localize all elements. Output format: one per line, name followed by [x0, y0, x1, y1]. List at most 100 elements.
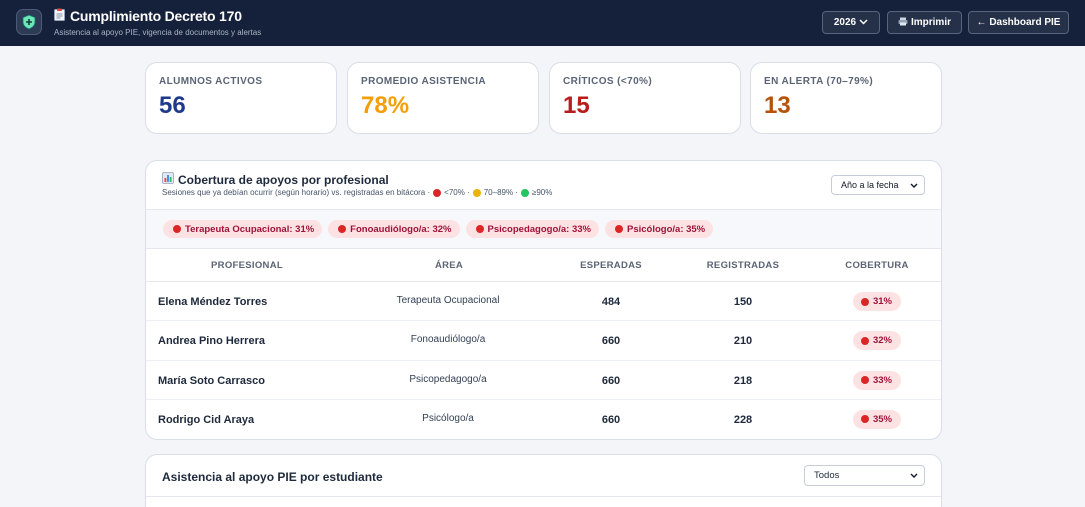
table-header: PROFESIONAL ÁREA ESPERADAS REGISTRADAS C… [146, 249, 941, 282]
kpi-label: PROMEDIO ASISTENCIA [361, 76, 487, 87]
red-dot-icon [173, 225, 181, 233]
coverage-subtitle-text: Sesiones que ya debían ocurrir (según ho… [162, 188, 431, 197]
kpi-card-active-students: ALUMNOS ACTIVOS 56 [145, 62, 337, 134]
kpi-value: 15 [563, 92, 590, 119]
area-chip: Terapeuta Ocupacional: 31% [163, 220, 323, 238]
coverage-value: 35% [872, 413, 893, 425]
red-dot-icon [860, 376, 869, 385]
divider [146, 496, 941, 497]
expected-sessions: 660 [601, 374, 621, 387]
coverage-subtitle: Sesiones que ya debían ocurrir (según ho… [162, 188, 552, 197]
kpi-value: 78% [361, 92, 410, 119]
registered-sessions: 210 [733, 335, 753, 348]
column-header-profesional: PROFESIONAL [211, 260, 283, 271]
coverage-title-text: Cobertura de apoyos por profesional [178, 172, 389, 187]
attendance-title: Asistencia al apoyo PIE por estudiante [162, 470, 383, 484]
expected-sessions: 660 [601, 335, 621, 348]
chevron-down-icon [910, 180, 918, 190]
professional-name: Elena Méndez Torres [158, 296, 268, 308]
professional-area: Psicólogo/a [422, 412, 474, 424]
column-header-esperadas: ESPERADAS [580, 260, 642, 271]
coverage-value: 33% [872, 374, 893, 386]
column-header-area: ÁREA [434, 260, 464, 271]
kpi-value: 13 [764, 92, 791, 119]
column-header-registradas: REGISTRADAS [706, 260, 780, 271]
kpi-card-alert: EN ALERTA (70–79%) 13 [750, 62, 942, 134]
table-row: Rodrigo Cid Araya Psicólogo/a 660 228 35… [146, 400, 941, 439]
table-row: María Soto Carrasco Psicopedagogo/a 660 … [146, 361, 941, 400]
attendance-card: Asistencia al apoyo PIE por estudiante T… [145, 454, 942, 507]
date-range-select[interactable]: Año a la fecha [831, 175, 925, 195]
kpi-card-critical: CRÍTICOS (<70%) 15 [549, 62, 741, 134]
red-dot-icon [338, 225, 347, 233]
page-subtitle: Asistencia al apoyo PIE, vigencia de doc… [54, 28, 262, 37]
professional-name: Andrea Pino Herrera [158, 335, 265, 348]
coverage-title: Cobertura de apoyos por profesional [162, 172, 389, 187]
professional-name: Rodrigo Cid Araya [158, 413, 255, 426]
date-range-value: Año a la fecha [841, 180, 899, 190]
page-title: Cumplimiento Decreto 170 [54, 8, 261, 24]
legend-yellow: 70–89% · [483, 188, 518, 197]
registered-sessions: 218 [733, 374, 753, 387]
chevron-down-icon [859, 17, 868, 28]
kpi-label: CRÍTICOS (<70%) [563, 76, 653, 87]
kpi-label: EN ALERTA (70–79%) [764, 76, 874, 87]
dashboard-pie-button[interactable]: ← Dashboard PIE [968, 11, 1069, 34]
red-dot-icon [475, 225, 484, 233]
year-select[interactable]: 2026 [822, 11, 880, 34]
top-bar: Cumplimiento Decreto 170 Asistencia al a… [0, 0, 1085, 46]
kpi-label: ALUMNOS ACTIVOS [159, 76, 263, 87]
table-row: Elena Méndez Torres Terapeuta Ocupaciona… [146, 282, 941, 322]
year-select-value: 2026 [833, 17, 857, 28]
coverage-badge: 33% [852, 370, 902, 390]
coverage-badge: 32% [852, 331, 902, 351]
registered-sessions: 150 [733, 296, 753, 308]
kpi-value: 56 [159, 92, 186, 119]
page-title-text: Cumplimiento Decreto 170 [70, 8, 242, 24]
area-chip: Psicopedagogo/a: 33% [465, 220, 599, 238]
coverage-badge: 31% [852, 292, 902, 311]
area-summary-chips: Terapeuta Ocupacional: 31% Fonoaudiólogo… [146, 210, 941, 249]
student-filter-select[interactable]: Todos [804, 465, 925, 486]
coverage-card: Cobertura de apoyos por profesional Sesi… [145, 160, 942, 440]
area-chip: Psicólogo/a: 35% [605, 220, 714, 238]
red-dot-icon [433, 188, 442, 197]
red-dot-icon [615, 225, 623, 233]
professional-area: Psicopedagogo/a [409, 373, 487, 385]
area-chip: Fonoaudiólogo/a: 32% [328, 220, 460, 238]
expected-sessions: 484 [601, 296, 621, 308]
professional-area: Fonoaudiólogo/a [410, 334, 486, 346]
expected-sessions: 660 [601, 413, 621, 426]
professional-area: Terapeuta Ocupacional [396, 295, 500, 306]
table-row: Andrea Pino Herrera Fonoaudiólogo/a 660 … [146, 321, 941, 361]
registered-sessions: 228 [733, 413, 753, 426]
red-dot-icon [860, 415, 869, 424]
coverage-card-header: Cobertura de apoyos por profesional Sesi… [146, 161, 941, 210]
red-dot-icon [860, 336, 869, 345]
area-chip-label: Psicólogo/a: 35% [627, 223, 706, 235]
print-button[interactable]: Imprimir [887, 11, 962, 34]
yellow-dot-icon [472, 188, 481, 197]
red-dot-icon [860, 297, 869, 306]
bar-chart-icon [162, 172, 174, 187]
student-filter-value: Todos [814, 470, 840, 481]
area-chip-label: Fonoaudiólogo/a: 32% [350, 223, 452, 235]
clipboard-icon [54, 8, 65, 24]
column-header-cobertura: COBERTURA [845, 260, 909, 271]
professional-name: María Soto Carrasco [158, 374, 265, 387]
dashboard-pie-button-label: ← Dashboard PIE [976, 17, 1061, 28]
area-chip-label: Psicopedagogo/a: 33% [487, 223, 591, 235]
shield-plus-icon [16, 9, 42, 35]
chevron-down-icon [910, 470, 918, 481]
legend-red: <70% · [444, 188, 470, 197]
coverage-value: 32% [872, 335, 893, 347]
green-dot-icon [520, 188, 529, 197]
print-button-label: Imprimir [910, 17, 951, 28]
coverage-badge: 35% [852, 409, 902, 429]
coverage-value: 31% [872, 296, 893, 307]
coverage-table-body: Elena Méndez Torres Terapeuta Ocupaciona… [146, 282, 941, 439]
printer-icon [898, 17, 908, 29]
area-chip-label: Terapeuta Ocupacional: 31% [185, 223, 315, 235]
legend-green: ≥90% [531, 188, 553, 197]
kpi-card-average-attendance: PROMEDIO ASISTENCIA 78% [347, 62, 539, 134]
